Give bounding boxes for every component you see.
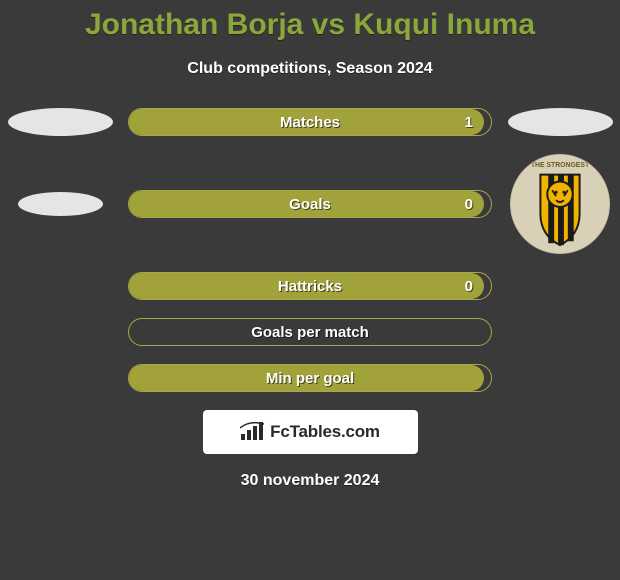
footer-date: 30 november 2024 bbox=[0, 472, 620, 490]
stat-bar-goals: Goals 0 bbox=[128, 190, 492, 218]
player-photo-placeholder-left bbox=[8, 108, 113, 136]
stat-row: Hattricks 0 bbox=[0, 272, 620, 300]
stat-value: 0 bbox=[465, 196, 473, 213]
stat-row: Matches 1 bbox=[0, 108, 620, 136]
stat-row: Min per goal bbox=[0, 364, 620, 392]
right-side-slot: THE STRONGEST bbox=[500, 154, 620, 254]
stat-value: 1 bbox=[465, 114, 473, 131]
page-title: Jonathan Borja vs Kuqui Inuma bbox=[0, 0, 620, 42]
footer-brand-tag: FcTables.com bbox=[203, 410, 418, 454]
stat-bar-hattricks: Hattricks 0 bbox=[128, 272, 492, 300]
left-side-slot bbox=[0, 192, 120, 216]
bar-chart-icon bbox=[240, 422, 266, 442]
badge-ring-text: THE STRONGEST bbox=[531, 162, 590, 169]
stat-value: 0 bbox=[465, 278, 473, 295]
player-photo-placeholder-right bbox=[508, 108, 613, 136]
stat-label: Hattricks bbox=[278, 278, 342, 295]
club-badge-svg: THE STRONGEST bbox=[511, 155, 609, 253]
stat-bar-matches: Matches 1 bbox=[128, 108, 492, 136]
player-photo-placeholder-left-sm bbox=[18, 192, 103, 216]
stat-row: Goals 0 THE STRONGEST bbox=[0, 154, 620, 254]
stat-bar-gpm: Goals per match bbox=[128, 318, 492, 346]
stats-rows: Matches 1 Goals 0 THE STRONGEST bbox=[0, 108, 620, 392]
stat-label: Min per goal bbox=[266, 370, 354, 387]
club-badge: THE STRONGEST bbox=[510, 154, 610, 254]
left-side-slot bbox=[0, 108, 120, 136]
right-side-slot bbox=[500, 108, 620, 136]
stat-label: Matches bbox=[280, 114, 340, 131]
page-subtitle: Club competitions, Season 2024 bbox=[0, 60, 620, 78]
stat-label: Goals per match bbox=[251, 324, 369, 341]
stat-bar-mpg: Min per goal bbox=[128, 364, 492, 392]
footer-brand-text: FcTables.com bbox=[270, 422, 380, 442]
stat-label: Goals bbox=[289, 196, 331, 213]
stat-row: Goals per match bbox=[0, 318, 620, 346]
